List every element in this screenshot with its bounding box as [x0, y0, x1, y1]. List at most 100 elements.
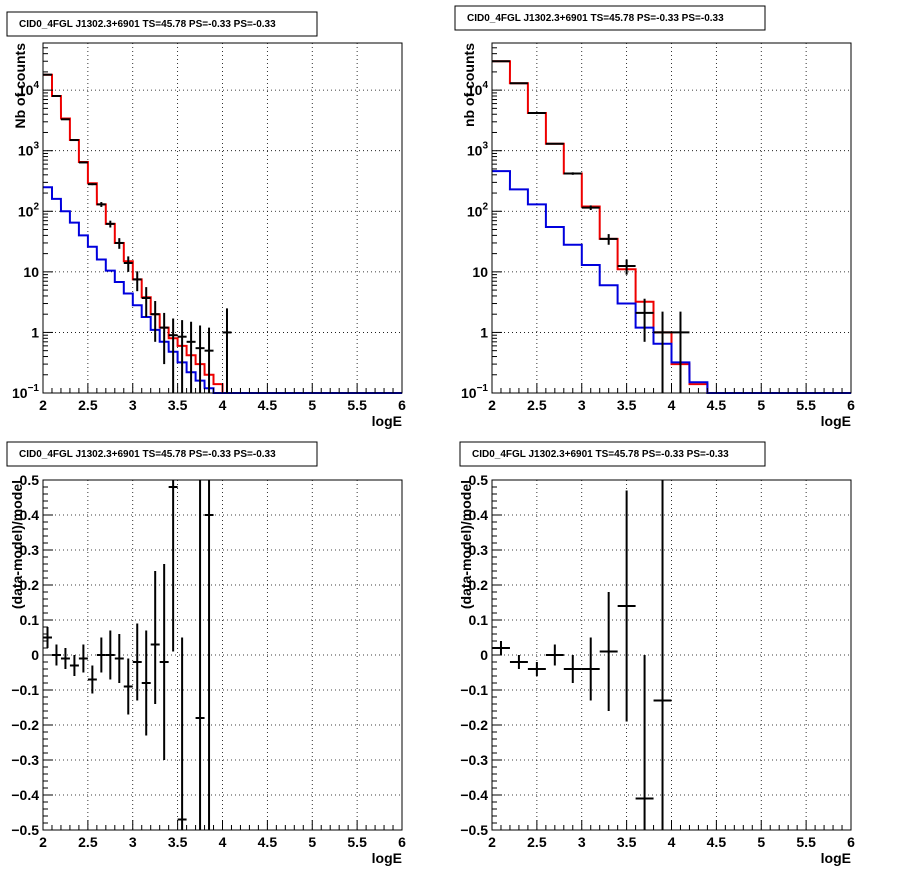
- x-tick-label: 4: [668, 834, 676, 850]
- y-tick-label: −0.2: [460, 717, 488, 733]
- y-tick-label: 0: [480, 647, 488, 663]
- tick-exponent: 4: [33, 80, 39, 91]
- y-tick-label: −0.4: [460, 787, 488, 803]
- x-tick-label: 5: [757, 397, 765, 413]
- y-tick-label: −0.3: [11, 752, 39, 768]
- data-point: [43, 627, 52, 648]
- data-points: [492, 60, 690, 393]
- data-point: [204, 327, 214, 393]
- data-point: [671, 311, 690, 393]
- data-point: [204, 480, 214, 830]
- x-axis-label: logE: [372, 850, 402, 866]
- data-point: [78, 644, 88, 673]
- x-tick-label: 4.5: [258, 397, 278, 413]
- data-point: [635, 655, 654, 830]
- title-frame: [6, 441, 318, 467]
- y-tick-label: 0.4: [20, 507, 40, 523]
- data-point: [43, 73, 52, 76]
- data-point: [114, 238, 124, 249]
- data-point: [51, 95, 61, 98]
- tick-exponent: 3: [33, 141, 39, 152]
- data-point: [222, 308, 232, 393]
- y-axis: −0.5 −0.4 −0.3 −0.2 −0.1 0 0.1 0.2 0.3 0.4 0.5(dat…: [9, 472, 53, 838]
- y-tick-label: 10−1: [12, 383, 39, 401]
- x-tick-label: 3: [578, 397, 586, 413]
- data-point: [150, 301, 160, 342]
- data-point: [635, 298, 654, 342]
- series-step-1: [43, 73, 402, 394]
- x-tick-label: 4.5: [707, 834, 727, 850]
- x-tick-label: 4.5: [707, 397, 727, 413]
- y-tick-label: 0.5: [469, 472, 489, 488]
- x-tick-label: 3.5: [168, 834, 188, 850]
- data-point: [141, 287, 151, 317]
- y-axis-label: Nb of counts: [12, 43, 28, 129]
- data-point: [545, 142, 564, 145]
- data-point: [527, 662, 546, 676]
- tick-base: 10: [461, 385, 477, 401]
- data-point: [150, 571, 160, 704]
- data-point: [168, 318, 178, 393]
- data-point: [87, 183, 97, 186]
- x-tick-label: 5: [308, 397, 316, 413]
- data-point: [186, 321, 196, 393]
- chart-title: CID0_4FGL J1302.3+6901 TS=45.78 PS=-0.33…: [19, 449, 276, 460]
- data-point: [60, 648, 70, 669]
- data-point: [78, 161, 88, 164]
- data-point: [105, 220, 115, 228]
- x-tick-label: 4: [219, 834, 227, 850]
- y-axis: −0.5 −0.4 −0.3 −0.2 −0.1 0 0.1 0.2 0.3 0.4 0.5(dat…: [458, 472, 502, 838]
- tick-exponent: 3: [482, 141, 488, 152]
- data-point: [599, 234, 618, 245]
- x-tick-label: 3.5: [617, 397, 637, 413]
- title-frame: [459, 441, 766, 467]
- tick-exponent: 2: [33, 201, 39, 212]
- x-tick-label: 5.5: [796, 834, 816, 850]
- y-tick-label: 1: [480, 324, 488, 340]
- x-tick-label: 3: [578, 834, 586, 850]
- y-axis-label: (data-model)/model: [458, 480, 474, 609]
- data-point: [132, 271, 142, 292]
- x-tick-label: 4: [219, 397, 227, 413]
- data-point: [123, 256, 133, 272]
- data-point: [132, 623, 142, 701]
- y-tick-label: 0.3: [469, 542, 489, 558]
- y-tick-label: 1: [31, 324, 39, 340]
- title-frame: [6, 11, 318, 37]
- x-tick-label: 5.5: [796, 397, 816, 413]
- x-tick-label: 6: [398, 834, 406, 850]
- data-point: [69, 139, 79, 142]
- x-tick-label: 3: [129, 834, 137, 850]
- tick-base: 10: [18, 203, 34, 219]
- chart-panel-2: CID0_4FGL J1302.3+6901 TS=45.78 PS=-0.33…: [454, 5, 855, 429]
- y-tick-label: 0.1: [20, 612, 40, 628]
- x-tick-label: 2.5: [78, 397, 98, 413]
- y-tick-label: 0: [31, 647, 39, 663]
- series-step-2: [492, 170, 851, 394]
- data-point: [69, 655, 79, 676]
- x-axis-label: logE: [821, 413, 851, 429]
- data-point: [105, 630, 115, 680]
- title-box: CID0_4FGL J1302.3+6901 TS=45.78 PS=-0.33…: [454, 5, 766, 31]
- data-points: [43, 73, 232, 393]
- tick-exponent: −1: [28, 383, 40, 394]
- y-tick-label: 102: [467, 201, 489, 219]
- tick-exponent: −1: [477, 383, 489, 394]
- data-point: [563, 172, 582, 175]
- data-point: [96, 637, 106, 673]
- x-tick-label: 3.5: [168, 397, 188, 413]
- x-tick-label: 2: [39, 834, 47, 850]
- tick-base: 10: [12, 385, 28, 401]
- data-point: [527, 111, 546, 114]
- x-axis-label: logE: [821, 850, 851, 866]
- tick-base: 10: [467, 143, 483, 159]
- y-tick-label: 0.5: [20, 472, 40, 488]
- data-point: [509, 655, 528, 669]
- y-tick-label: −0.1: [460, 682, 488, 698]
- x-tick-label: 2: [488, 397, 496, 413]
